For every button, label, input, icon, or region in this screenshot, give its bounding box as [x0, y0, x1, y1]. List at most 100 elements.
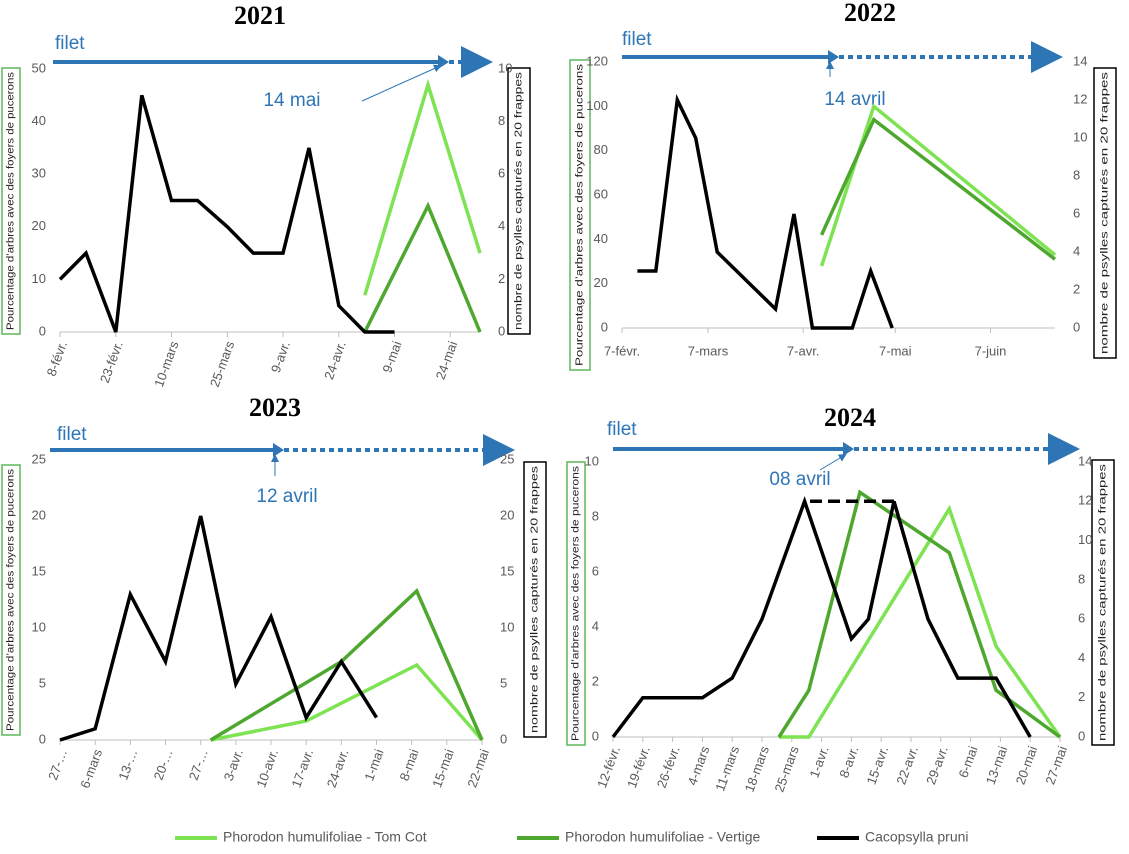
- net-label: filet: [622, 29, 652, 50]
- x-tick-label: 10-mars: [151, 339, 182, 389]
- x-tick-label: 24-mai: [433, 339, 461, 382]
- y2-tick-label: 0: [1073, 319, 1080, 334]
- net-split-head: [828, 50, 839, 64]
- y2-tick-label: 14: [1073, 53, 1087, 68]
- x-tick-label: 24-avr.: [321, 339, 349, 381]
- y2-tick-label: 10: [1078, 532, 1092, 547]
- y2-tick-label: 20: [500, 507, 514, 522]
- x-tick-label: 27-…: [186, 747, 211, 782]
- y-tick-label: 100: [586, 98, 608, 113]
- y2-tick-label: 6: [1073, 205, 1080, 220]
- x-tick-label: 6-mai: [955, 744, 980, 780]
- series-line: [363, 78, 482, 296]
- y-label-box: [1, 464, 21, 736]
- y2-tick-label: 5: [500, 675, 507, 690]
- legend-label: Phorodon humulifoliae - Vertige: [565, 829, 761, 845]
- y-tick-label: 120: [586, 53, 608, 68]
- date-leader: [819, 453, 847, 471]
- y2-tick-label: 4: [1073, 243, 1080, 258]
- y-tick-label: 0: [592, 728, 599, 743]
- y-tick-label: 8: [592, 508, 599, 523]
- x-tick-label: 17-avr.: [289, 747, 317, 789]
- y-tick-label: 20: [32, 218, 46, 233]
- x-tick-label: 9-mai: [379, 339, 404, 375]
- net-label: filet: [55, 33, 85, 54]
- y2-label-box: [523, 461, 547, 738]
- x-tick-label: 8-avr.: [836, 744, 861, 780]
- y2-tick-label: 14: [1078, 453, 1092, 468]
- y-tick-label: 6: [592, 563, 599, 578]
- y2-tick-label: 4: [1078, 650, 1085, 665]
- chart-title: 2024: [824, 403, 876, 432]
- series-line: [59, 515, 378, 742]
- y-label-box: [566, 461, 586, 746]
- x-tick-label: 27-…: [45, 747, 70, 782]
- x-tick-label: 7-mai: [879, 343, 912, 358]
- x-tick-label: 23-févr.: [97, 339, 126, 385]
- series-line: [779, 504, 1062, 739]
- y-tick-label: 0: [39, 323, 46, 338]
- y2-tick-label: 2: [498, 271, 505, 286]
- y-axis-label: Pourcentage d’arbres avec des foyers de …: [575, 64, 586, 366]
- y2-tick-label: 8: [1078, 571, 1085, 586]
- y2-label-box: [1093, 67, 1117, 359]
- y-tick-label: 20: [594, 275, 608, 290]
- y-tick-label: 5: [39, 675, 46, 690]
- y-tick-label: 80: [594, 142, 608, 157]
- y2-tick-label: 6: [1078, 611, 1085, 626]
- legend-label: Cacopsylla pruni: [865, 829, 969, 845]
- net-split-head: [273, 443, 284, 457]
- x-tick-label: 18-mars: [742, 744, 773, 794]
- y2-axis-label: nombre de psylles capturés en 20 frappes: [1098, 464, 1109, 741]
- x-tick-label: 6-mars: [77, 747, 105, 791]
- x-tick-label: 22-mai: [464, 747, 492, 790]
- y-tick-label: 10: [32, 619, 46, 634]
- y2-tick-label: 2: [1073, 281, 1080, 296]
- series-line: [210, 662, 484, 742]
- x-tick-label: 19-févr.: [624, 744, 653, 790]
- y-tick-label: 30: [32, 166, 46, 181]
- x-tick-label: 15-mai: [429, 747, 457, 790]
- x-tick-label: 7-juin: [975, 343, 1007, 358]
- y-tick-label: 0: [39, 731, 46, 746]
- series-line: [611, 496, 1032, 739]
- x-tick-label: 9-avr.: [268, 339, 293, 375]
- y2-tick-label: 10: [1073, 129, 1087, 144]
- x-tick-label: 10-avr.: [253, 747, 281, 789]
- x-tick-label: 26-févr.: [654, 744, 683, 790]
- y-tick-label: 4: [592, 618, 599, 633]
- x-tick-label: 25-mars: [771, 744, 802, 794]
- y-tick-label: 20: [32, 507, 46, 522]
- y2-tick-label: 12: [1078, 493, 1092, 508]
- y2-label-box: [507, 67, 531, 335]
- y2-axis-label: nombre de psylles capturés en 20 frappes: [530, 466, 541, 733]
- y-axis-label: Pourcentage d’arbres avec des foyers de …: [6, 72, 17, 330]
- x-tick-label: 13-…: [115, 747, 140, 782]
- x-tick-label: 29-avr.: [923, 744, 951, 786]
- series-line: [637, 93, 894, 330]
- series-line: [209, 588, 484, 742]
- y-tick-label: 50: [32, 60, 46, 75]
- y-tick-label: 40: [594, 231, 608, 246]
- x-tick-label: 22-avr.: [893, 744, 921, 786]
- chart-title: 2023: [249, 393, 301, 422]
- y-tick-label: 10: [32, 271, 46, 286]
- series-line: [58, 94, 395, 334]
- date-annotation: 14 mai: [263, 90, 320, 111]
- chart-title: 2022: [844, 0, 896, 27]
- y2-tick-label: 4: [498, 218, 505, 233]
- y-axis-label: Pourcentage d’arbres avec des foyers de …: [571, 466, 582, 741]
- y-tick-label: 15: [32, 563, 46, 578]
- x-tick-label: 20-mai: [1013, 744, 1041, 787]
- y2-tick-label: 8: [1073, 167, 1080, 182]
- y-axis-label: Pourcentage d’arbres avec des foyers de …: [6, 469, 17, 731]
- y2-tick-label: 6: [498, 166, 505, 181]
- series-line: [363, 201, 482, 333]
- series-line: [820, 116, 1057, 261]
- y-tick-label: 0: [601, 319, 608, 334]
- x-tick-label: 27-mai: [1042, 744, 1070, 787]
- y2-tick-label: 0: [1078, 728, 1085, 743]
- y2-label-box: [1091, 459, 1115, 746]
- net-label: filet: [57, 424, 87, 445]
